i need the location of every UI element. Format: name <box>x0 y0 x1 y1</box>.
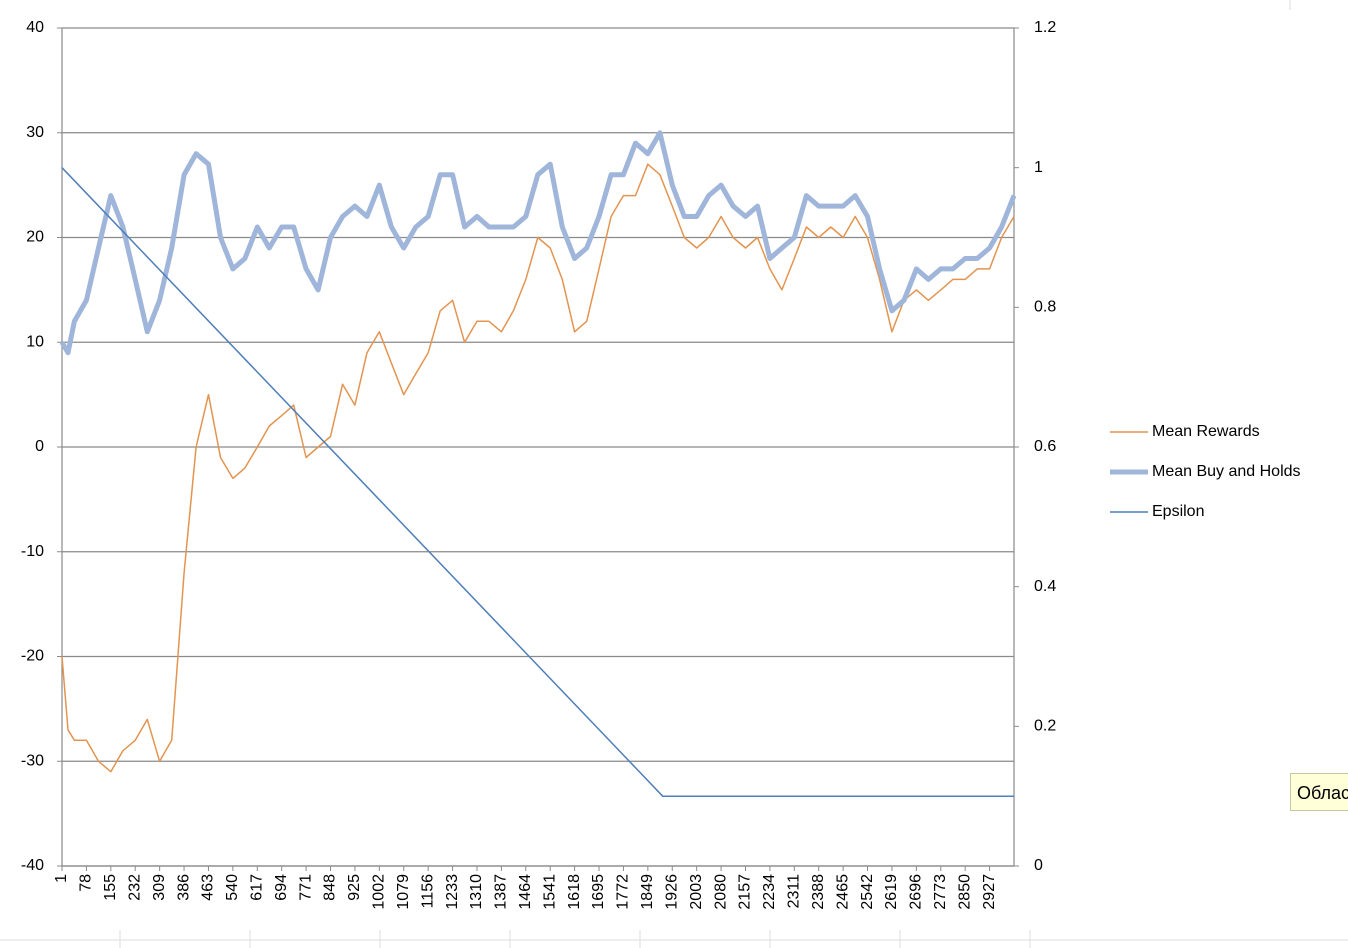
y2-tick-label: 0.4 <box>1034 578 1056 595</box>
x-tick-label: 1464 <box>517 874 534 910</box>
series-line <box>61 163 1015 773</box>
x-tick-label: 1541 <box>541 874 558 910</box>
x-tick-label: 848 <box>322 874 339 901</box>
y2-tick-label: 0.6 <box>1034 438 1056 455</box>
x-tick-label: 1772 <box>615 874 632 910</box>
x-tick-label: 1002 <box>371 874 388 910</box>
x-tick-label: 2080 <box>712 874 729 910</box>
y-tick-label: 40 <box>26 19 44 36</box>
y2-tick-label: 0.2 <box>1034 718 1056 735</box>
x-tick-label: 1079 <box>395 874 412 910</box>
y-tick-label: 0 <box>35 438 44 455</box>
x-tick-label: 1618 <box>566 874 583 910</box>
x-tick-label: 694 <box>273 874 290 901</box>
series-line <box>61 167 1014 797</box>
x-tick-label: 2388 <box>810 874 827 910</box>
x-tick-label: 2003 <box>688 874 705 910</box>
y2-tick-label: 0 <box>1034 857 1043 874</box>
y-tick-label: -40 <box>21 857 44 874</box>
x-tick-label: 155 <box>102 874 119 901</box>
x-tick-label: 925 <box>346 874 363 901</box>
x-tick-label: 2619 <box>883 874 900 910</box>
y2-tick-label: 1 <box>1034 159 1043 176</box>
x-tick-label: 2773 <box>932 874 949 910</box>
y-tick-label: -30 <box>21 752 44 769</box>
y-tick-label: 20 <box>26 229 44 246</box>
x-tick-label: 2311 <box>786 874 803 909</box>
tooltip: Облас <box>1290 773 1348 811</box>
x-tick-label: 78 <box>78 874 95 892</box>
x-tick-label: 540 <box>224 874 241 901</box>
legend-label: Mean Buy and Holds <box>1152 463 1301 480</box>
x-tick-label: 1233 <box>444 874 461 910</box>
legend-label: Epsilon <box>1152 503 1204 520</box>
legend-label: Mean Rewards <box>1152 423 1260 440</box>
x-tick-label: 386 <box>175 874 192 901</box>
x-tick-label: 2696 <box>908 874 925 910</box>
x-tick-label: 1926 <box>663 874 680 910</box>
x-tick-label: 463 <box>200 874 217 901</box>
y-tick-label: 10 <box>26 333 44 350</box>
x-tick-label: 309 <box>151 874 168 901</box>
x-tick-label: 1310 <box>468 874 485 910</box>
series-line <box>59 130 1017 356</box>
x-tick-label: 1 <box>53 874 70 883</box>
y2-tick-label: 1.2 <box>1034 19 1056 36</box>
y-tick-label: -20 <box>21 648 44 665</box>
x-tick-label: 2927 <box>981 874 998 910</box>
x-tick-label: 1849 <box>639 874 656 910</box>
y-tick-label: -10 <box>21 543 44 560</box>
y2-tick-label: 0.8 <box>1034 299 1056 316</box>
x-tick-label: 617 <box>249 874 266 901</box>
x-tick-label: 2850 <box>956 874 973 910</box>
x-tick-label: 2465 <box>834 874 851 910</box>
x-tick-label: 2234 <box>761 874 778 910</box>
y-tick-label: 30 <box>26 124 44 141</box>
x-tick-label: 232 <box>126 874 143 901</box>
x-tick-label: 2542 <box>859 874 876 910</box>
x-tick-label: 1387 <box>493 874 510 910</box>
x-tick-label: 2157 <box>737 874 754 910</box>
x-tick-label: 1156 <box>419 874 436 909</box>
x-tick-label: 771 <box>297 874 314 901</box>
x-tick-label: 1695 <box>590 874 607 910</box>
